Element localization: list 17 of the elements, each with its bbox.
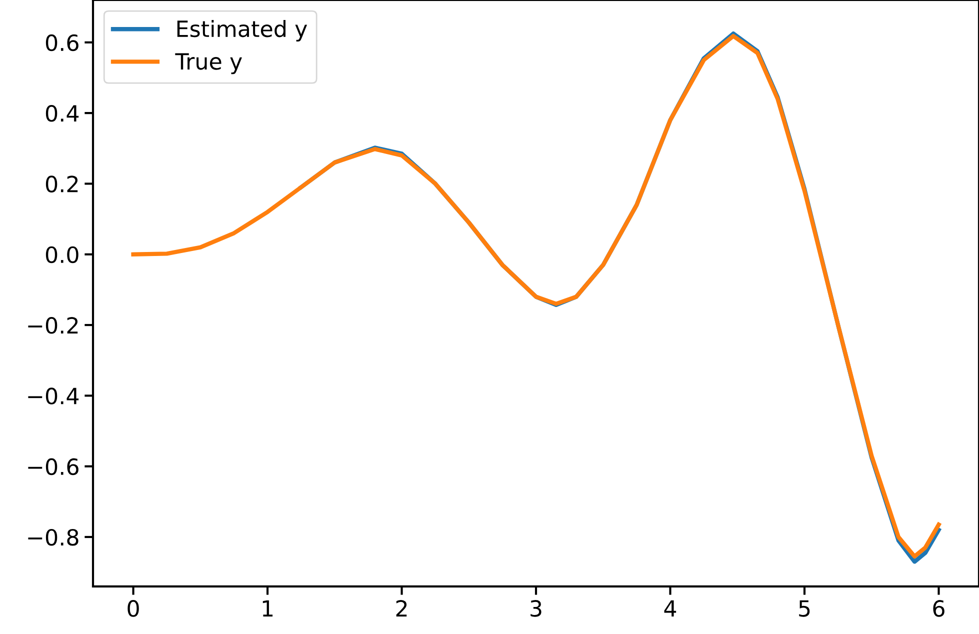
y-tick-label: 0.4 [46,105,79,122]
y-tick-label: −0.4 [28,388,79,404]
y-tick-label: 0.2 [46,176,78,192]
y-tick-label: −0.8 [28,528,78,546]
y-tick-label: −0.6 [28,458,78,476]
x-tick-label: 5 [799,600,810,617]
x-tick-label: 0 [128,600,139,617]
legend-label: Estimated y [177,20,308,42]
x-tick-label: 2 [396,600,407,617]
legend-label: True y [175,53,242,74]
x-tick-label: 1 [262,600,273,617]
y-tick-label: −0.2 [28,316,78,334]
x-tick-label: 4 [664,600,676,617]
y-tick-label: 0.6 [46,34,78,52]
x-tick-label: 6 [933,600,944,617]
y-tick-label: 0.0 [46,246,78,264]
x-tick-label: 3 [530,600,542,617]
